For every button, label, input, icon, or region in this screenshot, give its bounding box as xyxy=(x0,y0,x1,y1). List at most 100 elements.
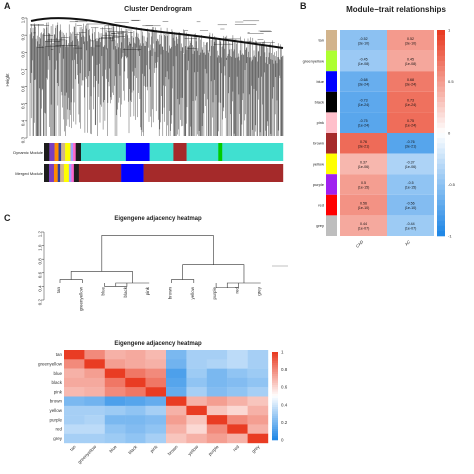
heatmap-legend-label: 0 xyxy=(281,438,284,443)
dendrogram-branches xyxy=(29,20,284,136)
heatmap-cell xyxy=(104,359,126,369)
legend-gradient-step xyxy=(437,230,445,237)
merged-module-segment xyxy=(68,164,72,182)
dynamic-module-segment xyxy=(173,143,187,161)
eigengene-tick-label: 1.0 xyxy=(38,244,43,251)
dendrogram-tick-label: 0.8 xyxy=(21,51,26,58)
module-trait-pvalue: (1e-24) xyxy=(358,103,370,107)
module-trait-cell xyxy=(387,194,434,216)
heatmap-legend-step xyxy=(272,420,278,423)
module-trait-pvalue: (1e-07) xyxy=(405,227,417,231)
heatmap-legend-step xyxy=(272,378,278,381)
heatmap-legend-step xyxy=(272,391,278,395)
merged-module-segment xyxy=(60,164,65,182)
heatmap-column-label: pink xyxy=(149,444,159,454)
heatmap-cell xyxy=(247,387,269,397)
merged-module-segment xyxy=(44,164,50,182)
dynamic-module-label: Dynamic Module xyxy=(13,150,44,155)
heatmap-legend-step xyxy=(272,415,278,419)
legend-gradient-step xyxy=(437,158,445,165)
module-trait-pvalue: (3e-24) xyxy=(358,83,370,87)
eigengene-leaf-label: black xyxy=(123,286,128,297)
eigengene-leaf-label: blue xyxy=(101,287,106,296)
legend-gradient-step xyxy=(437,205,445,211)
heatmap-cell xyxy=(64,350,85,360)
heatmap-row-label: purple xyxy=(49,417,62,422)
heatmap-row-label: greenyellow xyxy=(38,361,63,366)
dendrogram-tick-label: 0.5 xyxy=(21,102,26,109)
legend-gradient-step xyxy=(437,35,445,41)
panel-b-label: B xyxy=(300,1,307,11)
eigengene-leaf-label: greenyellow xyxy=(78,286,83,311)
heatmap-cell xyxy=(125,405,146,416)
legend-gradient-step xyxy=(437,66,445,72)
heatmap-legend-step xyxy=(272,396,278,399)
heatmap-cell xyxy=(166,368,187,379)
heatmap-legend-label: 0.2 xyxy=(281,420,288,425)
heatmap-legend-step xyxy=(272,352,278,355)
module-trait-pvalue: (3e-10) xyxy=(405,41,417,45)
module-trait-correlation: 0.37 xyxy=(360,160,367,164)
eigengene-adjacency-heatmap: tangreenyellowblueblackpinkbrownyellowpu… xyxy=(38,350,288,465)
module-trait-correlation: 0.75 xyxy=(407,119,414,123)
legend-gradient-step xyxy=(437,71,445,77)
heatmap-cell xyxy=(64,377,85,388)
heatmap-legend-step xyxy=(272,369,278,373)
dynamic-module-segment xyxy=(80,143,127,161)
dynamic-module-segment xyxy=(149,143,174,161)
module-trait-correlation: 0.45 xyxy=(407,57,414,61)
eigengene-tick-label: 1.2 xyxy=(38,231,43,238)
dendrogram-y-axis: 1.0 0.9 0.8 0.7 0.6 0.5 0.4 0.3 xyxy=(21,17,28,144)
dendrogram-tree xyxy=(29,17,284,136)
dynamic-module-segment xyxy=(44,143,50,161)
heatmap-cell xyxy=(125,433,146,444)
heatmap-cell xyxy=(84,396,105,406)
dendrogram-tick-label: 0.3 xyxy=(21,137,26,144)
heatmap-cell xyxy=(104,405,126,416)
eigengene-dendrogram-title: Eigengene adjacency heatmap xyxy=(114,216,202,222)
heatmap-cell xyxy=(104,433,126,444)
heatmap-cell xyxy=(104,377,126,388)
module-trait-correlation: 0.5 xyxy=(361,181,366,185)
heatmap-cell xyxy=(64,405,85,416)
module-trait-correlation: 0.52 xyxy=(407,37,414,41)
heatmap-cell xyxy=(64,387,85,397)
heatmap-legend-step xyxy=(272,413,278,417)
eigengene-tick-label: 0.4 xyxy=(38,285,43,292)
heatmap-column-label: red xyxy=(232,444,240,452)
module-label: greenyellow xyxy=(303,58,324,63)
legend-gradient-step xyxy=(437,220,445,226)
heatmap-cell xyxy=(104,396,126,406)
module-color-swatch xyxy=(326,153,337,175)
legend-gradient-step xyxy=(437,45,445,51)
eigengene-leaf-label: grey xyxy=(257,286,262,296)
dynamic-module-segment xyxy=(125,143,150,161)
module-trait-correlation: -0.76 xyxy=(406,140,414,144)
heatmap-column-label: brown xyxy=(167,444,180,457)
module-trait-pvalue: (1e-10) xyxy=(405,206,417,210)
legend-gradient-step xyxy=(437,60,445,67)
dendrogram-title: Cluster Dendrogram xyxy=(124,6,192,13)
module-trait-pvalue: (1e-24) xyxy=(358,124,370,128)
heatmap-cell xyxy=(247,368,269,379)
module-color-swatch xyxy=(326,91,337,113)
module-trait-cell xyxy=(340,91,387,113)
heatmap-legend-step xyxy=(272,382,278,386)
heatmap-cell xyxy=(145,415,167,425)
heatmap-column-label: grey xyxy=(251,444,261,454)
heatmap-cell xyxy=(227,424,248,434)
heatmap-cell xyxy=(186,415,207,425)
dendrogram-tick-label: 0.4 xyxy=(21,119,26,126)
heatmap-cell xyxy=(125,387,146,397)
eigengene-dendrogram: 1.2 1.0 0.8 0.6 0.4 0.2 tan greenyellow blue blac… xyxy=(38,231,262,312)
heatmap-cell xyxy=(247,377,269,388)
module-label: blue xyxy=(316,79,324,84)
heatmap-cell xyxy=(247,359,269,369)
heatmap-cell xyxy=(227,377,248,388)
heatmap-cell xyxy=(166,405,187,416)
module-color-swatch xyxy=(326,215,337,236)
module-trait-pvalue: (1e-15) xyxy=(358,186,370,190)
heatmap-cell xyxy=(186,359,207,369)
heatmap-cell xyxy=(145,433,167,444)
